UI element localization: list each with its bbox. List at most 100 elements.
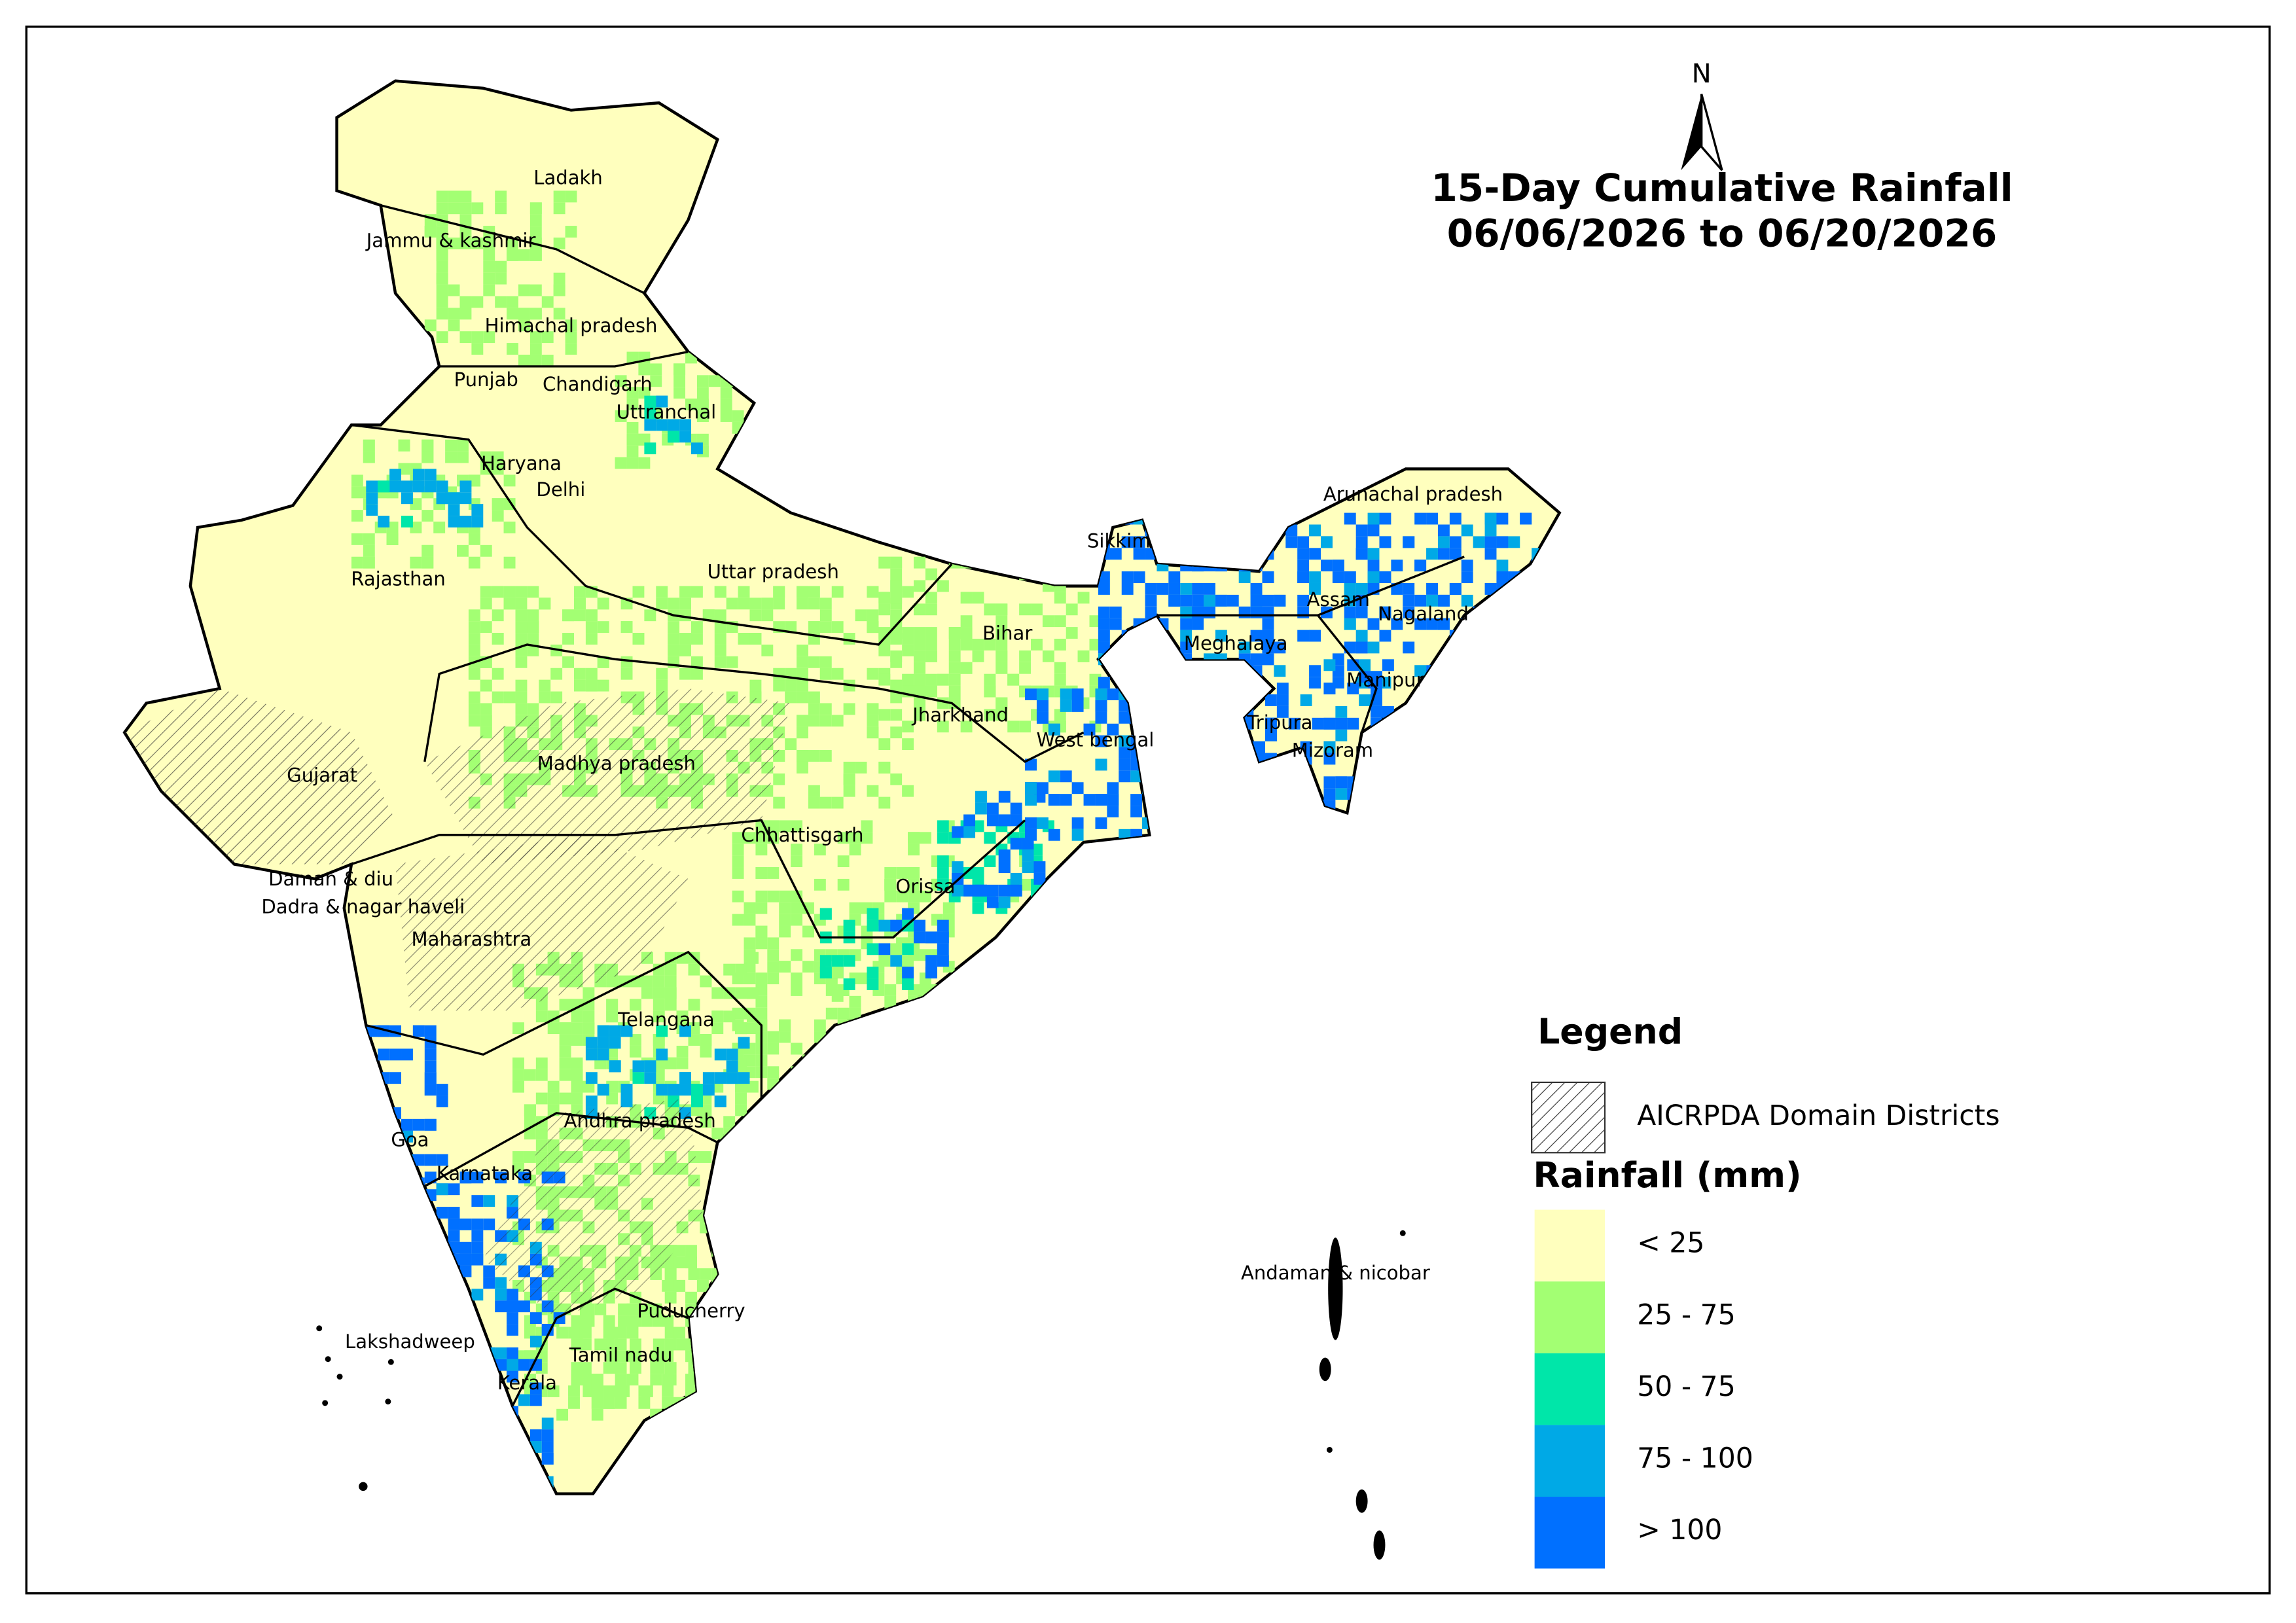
rain-cell [653, 987, 665, 999]
rain-cell [492, 498, 504, 510]
rain-cell [791, 949, 803, 961]
rain-cell [547, 1010, 560, 1023]
rain-cell [436, 284, 448, 296]
rain-cell [378, 1048, 390, 1061]
rain-cell [480, 586, 492, 598]
rain-cell [574, 668, 586, 680]
rain-cell [908, 867, 920, 879]
rain-cell [676, 1010, 689, 1023]
rain-cell [1297, 630, 1310, 642]
rain-cell [998, 791, 1011, 803]
rain-cell [996, 697, 1008, 709]
rain-cell [1367, 618, 1380, 630]
rain-cell [948, 673, 961, 686]
rain-cell [1109, 548, 1122, 560]
rain-cell [541, 296, 554, 308]
rain-cell [1025, 758, 1037, 771]
rain-cell [457, 544, 469, 557]
rain-cell [1192, 594, 1204, 607]
rain-cell [603, 1315, 615, 1327]
rain-cell [890, 726, 903, 739]
rain-cell [615, 1362, 627, 1374]
rain-cell [1010, 814, 1022, 827]
rain-cell [738, 1072, 750, 1084]
rain-cell [668, 431, 680, 443]
rain-cell [902, 955, 914, 967]
rain-cell [691, 656, 703, 668]
rain-cell [653, 963, 665, 976]
rain-cell [919, 890, 931, 902]
rain-cell [630, 1315, 641, 1327]
rain-cell [831, 967, 844, 979]
rain-cell [984, 855, 996, 868]
rain-cell [615, 1374, 627, 1385]
rain-cell [471, 343, 484, 355]
rain-cell [819, 597, 832, 610]
rain-cell [412, 480, 425, 493]
rain-cell [483, 272, 495, 285]
rain-cell [574, 609, 586, 622]
rain-cell [541, 354, 554, 366]
rain-cell [1320, 536, 1333, 548]
rain-cell [914, 685, 925, 698]
rain-cell [495, 190, 507, 203]
rain-cell [641, 987, 653, 999]
rain-cell [351, 474, 363, 487]
rain-cell [529, 214, 542, 226]
rain-cell [644, 419, 656, 431]
rain-cell [630, 999, 641, 1011]
rain-cell [925, 685, 937, 698]
rain-cell [867, 978, 879, 990]
rain-cell [529, 331, 542, 344]
rain-cell [524, 1069, 536, 1081]
rain-cell [738, 586, 750, 598]
rain-cell [448, 238, 460, 249]
rain-cell [1098, 582, 1110, 595]
rain-cell [1426, 582, 1438, 595]
rain-cell [668, 633, 680, 645]
rain-cell [735, 1092, 747, 1105]
rain-cell [1253, 741, 1265, 753]
rain-cell [1107, 782, 1119, 794]
rain-cell [562, 656, 574, 668]
rain-cell [808, 715, 820, 727]
rain-cell [1461, 524, 1473, 537]
rain-cell [436, 226, 448, 238]
rain-cell [585, 621, 598, 633]
region-label: Meghalaya [1184, 632, 1288, 654]
rain-cell [630, 1338, 641, 1351]
rain-cell [579, 1338, 592, 1351]
rain-cell [726, 597, 738, 610]
rain-cell [515, 679, 528, 692]
rain-cell [711, 1010, 724, 1023]
rain-cell [819, 796, 832, 809]
rain-cell [512, 1080, 524, 1093]
rain-cell [902, 785, 914, 797]
rain-cell [937, 580, 949, 592]
rain-cell [972, 592, 984, 604]
rain-cell [1355, 630, 1368, 642]
rain-cell [1344, 582, 1356, 595]
rain-cell [1449, 548, 1462, 560]
rain-cell [1323, 683, 1336, 695]
rain-cell [890, 709, 903, 721]
rain-cell [996, 639, 1008, 651]
rain-cell [459, 308, 472, 320]
rain-cell [512, 1069, 524, 1081]
rain-cell [571, 999, 583, 1011]
rain-cell [459, 1218, 472, 1230]
rain-cell [749, 633, 762, 645]
rain-cell [819, 656, 832, 668]
rain-cell [1192, 606, 1204, 618]
rain-cell [1309, 677, 1321, 689]
rain-cell [755, 937, 768, 950]
rain-cell [1309, 524, 1321, 537]
rain-cell [767, 1066, 780, 1079]
rain-cell [890, 592, 903, 604]
rain-cell [422, 510, 434, 522]
rain-cell [412, 1025, 425, 1037]
rain-cell [662, 1279, 674, 1292]
rain-cell [1355, 582, 1368, 595]
rain-cell [480, 621, 492, 633]
rain-cell [1332, 560, 1344, 572]
